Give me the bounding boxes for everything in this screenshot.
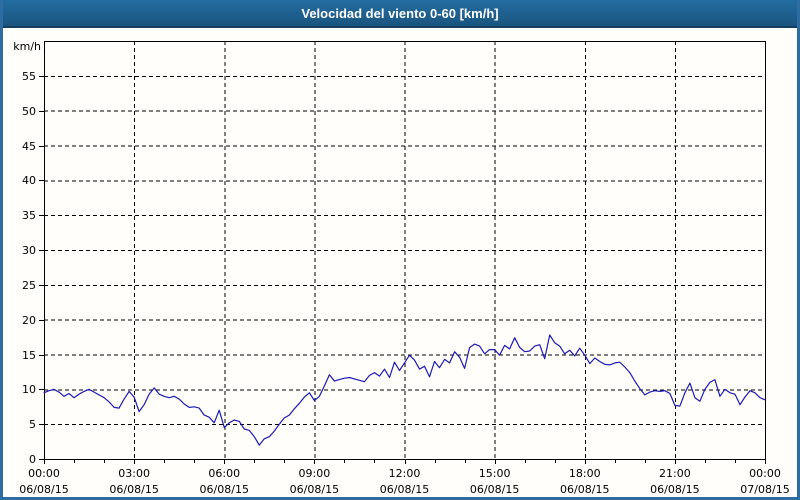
x-tick-date-label: 06/08/15 — [109, 483, 158, 496]
x-tick-time-label: 00:00 — [749, 467, 781, 480]
x-tick-time-label: 12:00 — [389, 467, 421, 480]
y-tick-label: 35 — [22, 209, 36, 222]
x-tick-date-label: 06/08/15 — [19, 483, 68, 496]
y-tick-label: 45 — [22, 140, 36, 153]
x-tick-time-label: 15:00 — [479, 467, 511, 480]
y-tick-label: 40 — [22, 174, 36, 187]
x-tick-date-label: 07/08/15 — [740, 483, 789, 496]
y-tick-label: 55 — [22, 70, 36, 83]
x-axis-labels: 00:00 06/08/15 03:00 06/08/15 06:00 06/08/15 0… — [19, 467, 789, 496]
x-tick-time-label: 18:00 — [569, 467, 601, 480]
wind-speed-line — [43, 334, 766, 446]
wind-speed-chart: 0510152025303540455055km/h00:0006/08/150… — [13, 40, 789, 496]
y-tick-label: 30 — [22, 244, 36, 257]
x-tick-date-label: 06/08/15 — [560, 483, 609, 496]
y-unit-label: km/h — [13, 40, 41, 53]
x-tick-date-label: 06/08/15 — [200, 483, 249, 496]
x-tick-time-label: 06:00 — [208, 467, 240, 480]
x-tick-date-label: 06/08/15 — [470, 483, 519, 496]
y-tick-label: 15 — [22, 349, 36, 362]
y-tick-label: 20 — [22, 314, 36, 327]
y-tick-label: 5 — [29, 418, 36, 431]
y-tick-label: 0 — [29, 453, 36, 466]
x-tick-date-label: 06/08/15 — [650, 483, 699, 496]
chart-panel: 0 5 10 15 20 25 30 35 40 45 50 55 km/h 00:00 06/08/15 0… — [3, 28, 797, 497]
y-tick-label: 25 — [22, 279, 36, 292]
y-axis-ticks: 0 5 10 15 20 25 30 35 40 45 50 55 — [22, 70, 44, 466]
y-tick-label: 10 — [22, 383, 36, 396]
x-tick-time-label: 21:00 — [659, 467, 691, 480]
x-axis-ticks — [44, 459, 766, 464]
chart-title: Velocidad del viento 0-60 [km/h] — [301, 5, 499, 21]
x-tick-time-label: 09:00 — [299, 467, 331, 480]
title-bar: Velocidad del viento 0-60 [km/h] — [3, 0, 797, 28]
x-tick-time-label: 03:00 — [118, 467, 150, 480]
x-tick-time-label: 00:00 — [28, 467, 60, 480]
y-tick-label: 50 — [22, 105, 36, 118]
horizontal-gridlines — [44, 75, 765, 426]
x-tick-date-label: 06/08/15 — [380, 483, 429, 496]
x-tick-date-label: 06/08/15 — [290, 483, 339, 496]
